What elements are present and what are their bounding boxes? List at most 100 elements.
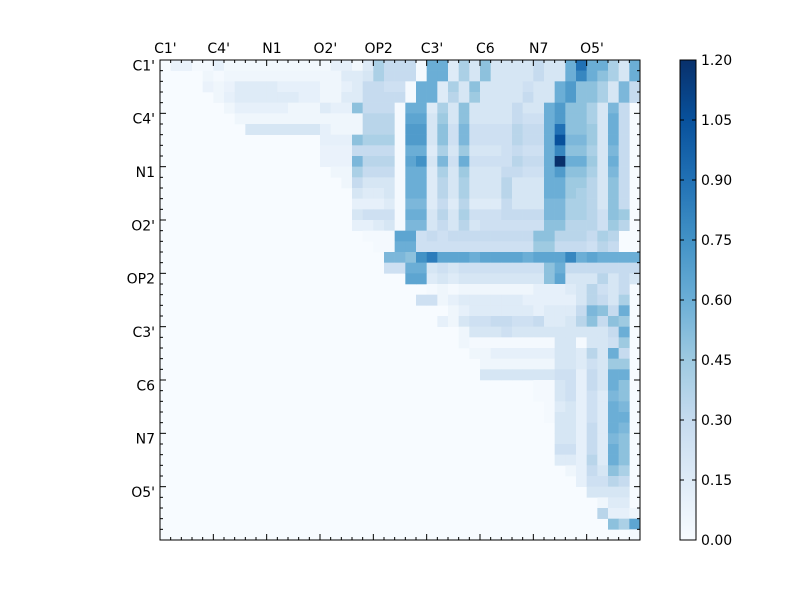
heatmap-cell (576, 476, 587, 487)
heatmap-cell (608, 497, 619, 509)
heatmap-cell (533, 326, 545, 338)
heatmap-cell (394, 60, 406, 71)
heatmap-cell (458, 81, 470, 93)
heatmap-cell (320, 113, 331, 125)
heatmap-cell (288, 92, 299, 103)
heatmap-cell (544, 124, 555, 135)
heatmap-cell (394, 230, 406, 242)
heatmap-cell (458, 156, 470, 167)
heatmap-cell (512, 337, 523, 349)
heatmap-cell (618, 380, 630, 391)
heatmap-cell (512, 316, 523, 327)
heatmap-cell (320, 102, 331, 114)
heatmap-cell (608, 262, 619, 274)
heatmap-cell (576, 305, 587, 317)
heatmap-cell (309, 113, 321, 125)
heatmap-cell (320, 124, 331, 135)
heatmap-cell (288, 70, 299, 82)
heatmap-cell (544, 81, 555, 93)
heatmap-cell (512, 70, 523, 82)
heatmap-cell (597, 198, 609, 210)
heatmap-cell (384, 124, 395, 135)
heatmap-cell (576, 70, 587, 82)
heatmap-cell (373, 60, 385, 71)
heatmap-cell (618, 273, 630, 285)
heatmap-cell (469, 81, 481, 93)
heatmap-cell (586, 262, 598, 274)
heatmap-cell (544, 284, 555, 295)
heatmap-cell (245, 92, 257, 103)
heatmap-cell (586, 444, 598, 455)
heatmap-cell (554, 241, 566, 253)
heatmap-cell (576, 166, 587, 178)
heatmap-cell (565, 134, 577, 146)
heatmap-cell (565, 177, 577, 189)
heatmap-cell (202, 70, 214, 82)
y-tick-label: C3' (132, 325, 155, 341)
heatmap-cell (565, 337, 577, 349)
heatmap-cell (618, 284, 630, 295)
heatmap-cell (170, 60, 182, 71)
heatmap-cell (298, 102, 310, 114)
heatmap-cell (501, 284, 513, 295)
heatmap-cell (522, 337, 534, 349)
heatmap-cell (597, 177, 609, 189)
heatmap-cell (608, 81, 619, 93)
heatmap-cell (522, 305, 534, 317)
heatmap-cell (480, 209, 491, 221)
heatmap-cell (416, 252, 427, 263)
heatmap-cell (586, 358, 598, 370)
heatmap-cell (352, 177, 363, 189)
heatmap-cell (330, 113, 342, 125)
heatmap-cell (245, 60, 257, 71)
heatmap-cell (608, 508, 619, 519)
heatmap-cell (437, 273, 449, 285)
heatmap-cell (608, 390, 619, 402)
heatmap-cell (597, 305, 609, 317)
heatmap-cell (490, 177, 502, 189)
heatmap-cell (501, 156, 513, 167)
heatmap-cell (384, 145, 395, 157)
heatmap-cell (437, 262, 449, 274)
heatmap-cell (565, 305, 577, 317)
heatmap-cell (277, 124, 289, 135)
heatmap-cell (458, 220, 470, 231)
heatmap-cell (522, 124, 534, 135)
heatmap-cell (533, 198, 545, 210)
heatmap-cell (629, 529, 641, 541)
heatmap-cell (480, 230, 491, 242)
heatmap-cell (373, 81, 385, 93)
heatmap-cell (480, 337, 491, 349)
heatmap-cell (576, 465, 587, 477)
heatmap-cell (576, 188, 587, 199)
heatmap-cell (565, 81, 577, 93)
heatmap-cell (437, 166, 449, 178)
heatmap-cell (341, 102, 353, 114)
heatmap-cell (480, 92, 491, 103)
heatmap-cell (586, 166, 598, 178)
heatmap-cell (448, 294, 459, 306)
heatmap-cell (330, 60, 342, 71)
heatmap-cell (618, 81, 630, 93)
heatmap-cell (352, 134, 363, 146)
heatmap-cell (586, 476, 598, 487)
heatmap-cell (437, 145, 449, 157)
heatmap-cell (522, 358, 534, 370)
heatmap-cell (480, 145, 491, 157)
heatmap-cell (490, 294, 502, 306)
heatmap-cell (597, 102, 609, 114)
heatmap-cell (288, 102, 299, 114)
heatmap-cell (522, 294, 534, 306)
heatmap-cell (437, 294, 449, 306)
heatmap-cell (565, 326, 577, 338)
heatmap-cell (533, 262, 545, 274)
heatmap-cell (544, 252, 555, 263)
heatmap-cell (586, 113, 598, 125)
heatmap-cell (618, 145, 630, 157)
heatmap-cell (480, 358, 491, 370)
heatmap-cell (469, 124, 481, 135)
heatmap-cell (576, 92, 587, 103)
heatmap-cell (565, 390, 577, 402)
heatmap-cell (437, 113, 449, 125)
heatmap-cell (394, 198, 406, 210)
